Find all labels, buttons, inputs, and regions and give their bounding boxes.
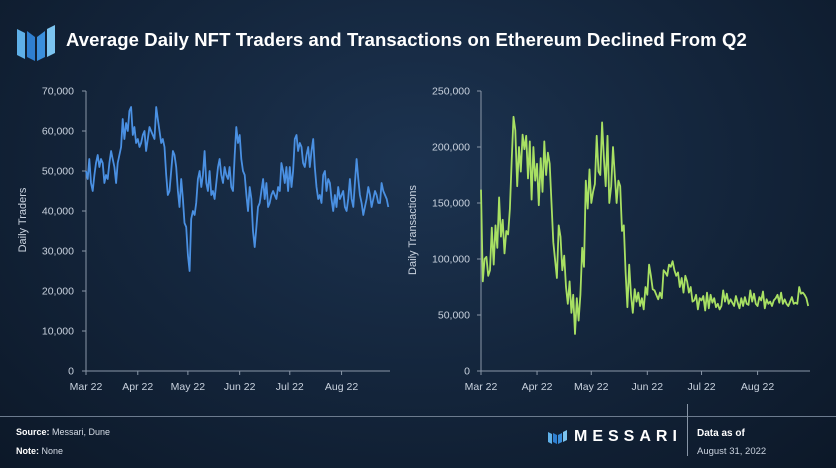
y-tick-label: 100,000 <box>432 254 470 266</box>
y-tick-label: 10,000 <box>42 326 74 338</box>
y-tick-label: 50,000 <box>42 166 74 178</box>
traders-chart: 0 10,000 20,000 30,000 40,000 50,000 60,000 70,… <box>17 86 390 393</box>
x-tick-label: May 22 <box>574 381 609 393</box>
data-as-of-label: Data as of <box>697 428 745 439</box>
y-tick-label: 60,000 <box>42 126 74 138</box>
brand-name: MESSARI <box>574 428 682 445</box>
x-tick-label: Apr 22 <box>122 381 153 393</box>
y-axis-label: Daily Traders <box>17 187 29 252</box>
y-tick-label: 40,000 <box>42 206 74 218</box>
x-tick-label: Aug 22 <box>325 381 358 393</box>
y-tick-label: 200,000 <box>432 142 470 154</box>
transactions-chart: 0 50,000 100,000 150,000 200,000 250,000 Mar 2… <box>407 86 810 393</box>
messari-brand: MESSARI <box>548 428 682 446</box>
note-label: Note: <box>16 446 39 456</box>
x-tick-label: Jun 22 <box>224 381 256 393</box>
footer-vertical-divider <box>687 404 688 456</box>
messari-small-logo-icon <box>548 430 567 444</box>
y-tick-label: 50,000 <box>438 310 470 322</box>
x-tick-label: Mar 22 <box>70 381 103 393</box>
x-tick-label: Jul 22 <box>688 381 716 393</box>
source-value: Messari, Dune <box>49 427 111 437</box>
y-tick-label: 250,000 <box>432 86 470 98</box>
y-tick-label: 70,000 <box>42 86 74 98</box>
y-tick-label: 0 <box>68 366 74 378</box>
source-text: Source: Messari, Dune <box>16 427 110 437</box>
footer-divider <box>0 416 836 417</box>
y-tick-label: 0 <box>464 366 470 378</box>
series-line <box>480 115 810 335</box>
note-text: Note: None <box>16 446 63 456</box>
x-tick-label: Mar 22 <box>465 381 498 393</box>
messari-logo-icon <box>17 25 55 61</box>
note-value: None <box>39 446 64 456</box>
x-tick-label: Jun 22 <box>632 381 664 393</box>
data-as-of-date: August 31, 2022 <box>697 446 767 457</box>
y-tick-label: 150,000 <box>432 198 470 210</box>
x-tick-label: Aug 22 <box>741 381 774 393</box>
y-axis-label: Daily Transactions <box>407 185 419 275</box>
y-tick-label: 20,000 <box>42 286 74 298</box>
x-tick-label: Jul 22 <box>276 381 304 393</box>
header: Average Daily NFT Traders and Transactio… <box>0 0 836 70</box>
source-label: Source: <box>16 427 50 437</box>
series-line <box>85 106 390 272</box>
y-tick-label: 30,000 <box>42 246 74 258</box>
x-tick-label: Apr 22 <box>522 381 553 393</box>
chart-title: Average Daily NFT Traders and Transactio… <box>66 29 747 50</box>
x-tick-label: May 22 <box>171 381 206 393</box>
